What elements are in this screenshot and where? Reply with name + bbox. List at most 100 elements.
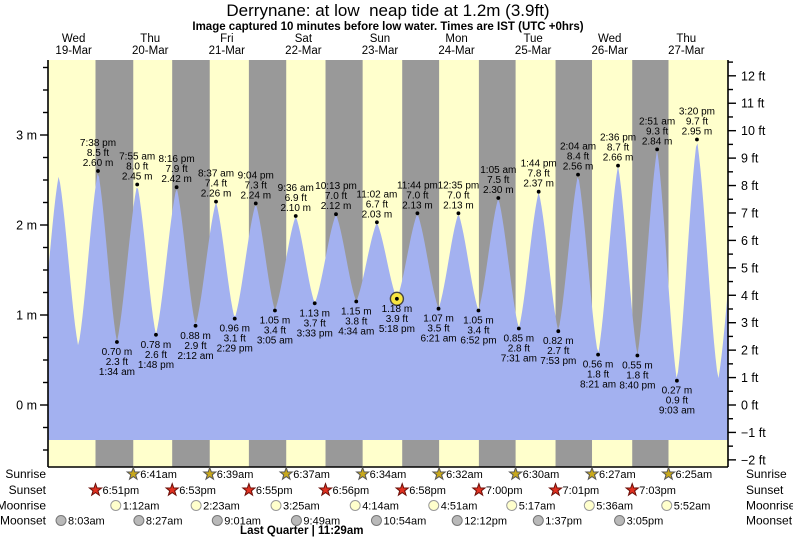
sunrise-star-icon bbox=[202, 466, 218, 481]
sunset-star-icon bbox=[471, 482, 487, 497]
tide-annotations: 7:38 pm8.5 ft2.60 m 0.70 m2.3 ft1:34 am 7:… bbox=[80, 107, 715, 417]
day-date-label: 19-Mar bbox=[55, 45, 92, 57]
astro-row-label-right: Moonrise bbox=[746, 499, 793, 513]
day-name-label: Wed bbox=[62, 33, 85, 45]
high-tide-annotation: 11:44 pm bbox=[397, 180, 438, 191]
low-tide-annotation: 1.07 m bbox=[423, 314, 454, 325]
moonrise-icon bbox=[110, 500, 122, 511]
sunset-star-icon bbox=[164, 482, 180, 497]
low-tide-annotation: 1:48 pm bbox=[138, 360, 174, 371]
sunrise-star-icon bbox=[508, 466, 524, 481]
high-tide-annotation: 9.3 ft bbox=[646, 126, 668, 137]
low-tide-annotation: 0.70 m bbox=[102, 347, 133, 358]
moonrise-icon bbox=[583, 500, 595, 511]
low-tide-annotation: 3:05 am bbox=[257, 336, 293, 347]
tide-extreme-dot bbox=[556, 329, 561, 334]
low-tide-annotation: 2.6 ft bbox=[145, 350, 167, 361]
right-axis-tick-label: 11 ft bbox=[741, 97, 765, 111]
tide-extreme-dot bbox=[214, 199, 218, 204]
high-tide-annotation: 7:55 am bbox=[119, 152, 155, 163]
high-tide-annotation: 2.24 m bbox=[240, 190, 271, 201]
low-tide-annotation: 0.55 m bbox=[622, 361, 653, 372]
right-axis-tick-label: 7 ft bbox=[741, 206, 759, 220]
tide-extreme-dot bbox=[253, 201, 258, 206]
moonset-time: 9:01am bbox=[224, 516, 261, 528]
sunset-star-icon bbox=[548, 482, 564, 497]
high-tide-annotation: 10:13 pm bbox=[315, 181, 357, 192]
high-tide-annotation: 2.66 m bbox=[603, 153, 634, 164]
right-axis-tick-label: 6 ft bbox=[741, 234, 759, 248]
moonset-icon bbox=[211, 515, 223, 526]
low-tide-annotation: 1.05 m bbox=[463, 316, 494, 327]
day-date-label: 21-Mar bbox=[209, 45, 246, 57]
low-tide-annotation: 3.8 ft bbox=[345, 317, 367, 328]
astro-row-label-left: Moonset bbox=[0, 514, 47, 528]
low-tide-annotation: 3.5 ft bbox=[427, 324, 449, 335]
high-tide-annotation: 2.13 m bbox=[443, 200, 474, 211]
moonrise-icon bbox=[661, 500, 673, 511]
tide-extreme-dot bbox=[135, 182, 140, 187]
tide-extreme-dot bbox=[374, 220, 379, 225]
moonrise-time: 2:23am bbox=[203, 501, 240, 513]
high-tide-annotation: 8.4 ft bbox=[567, 152, 589, 163]
low-tide-annotation: 0.9 ft bbox=[666, 396, 688, 407]
low-tide-annotation: 3.4 ft bbox=[264, 326, 286, 337]
high-tide-annotation: 7.0 ft bbox=[406, 190, 428, 201]
moonset-time: 12:12pm bbox=[464, 516, 507, 528]
sunset-time: 7:03pm bbox=[639, 485, 676, 497]
sunset-time: 6:55pm bbox=[256, 485, 293, 497]
tide-extreme-dot bbox=[174, 185, 179, 190]
high-tide-annotation: 7.4 ft bbox=[205, 179, 227, 190]
moonset-icon bbox=[532, 515, 544, 526]
high-tide-annotation: 2:51 am bbox=[639, 116, 675, 127]
low-tide-annotation: 1.05 m bbox=[260, 316, 291, 327]
astro-row-label-left: Sunset bbox=[9, 483, 47, 497]
low-tide-annotation: 1.13 m bbox=[299, 308, 330, 319]
high-tide-annotation: 2.13 m bbox=[402, 200, 433, 211]
low-tide-annotation: 3.1 ft bbox=[224, 334, 246, 345]
high-tide-annotation: 2.26 m bbox=[201, 189, 232, 200]
day-date-label: 26-Mar bbox=[592, 45, 629, 57]
high-tide-annotation: 8:16 pm bbox=[159, 154, 195, 165]
low-tide-annotation: 8:21 am bbox=[580, 380, 616, 391]
tide-extreme-dot bbox=[695, 137, 699, 142]
high-tide-annotation: 2.12 m bbox=[321, 201, 352, 212]
day-name-label: Thu bbox=[676, 33, 696, 45]
tide-extreme-dot bbox=[232, 316, 237, 321]
low-tide-annotation: 9:03 am bbox=[659, 406, 695, 417]
sunset-time: 6:53pm bbox=[179, 485, 216, 497]
sunset-star-icon bbox=[87, 482, 104, 497]
right-axis-tick-label: 2 ft bbox=[741, 344, 759, 358]
moonrise-time: 5:17am bbox=[519, 501, 556, 513]
high-tide-annotation: 7:38 pm bbox=[80, 138, 116, 149]
high-tide-annotation: 7.5 ft bbox=[487, 175, 509, 186]
low-tide-annotation: 0.96 m bbox=[219, 324, 250, 335]
low-tide-annotation: 2.9 ft bbox=[184, 341, 206, 352]
day-date-label: 22-Mar bbox=[285, 45, 322, 57]
low-tide-annotation: 1.18 m bbox=[382, 304, 413, 315]
day-name-label: Mon bbox=[445, 33, 467, 45]
left-axis-tick-label: 3 m bbox=[16, 129, 37, 143]
high-tide-annotation: 2.30 m bbox=[483, 185, 514, 196]
moonset-icon bbox=[451, 515, 463, 526]
tide-extreme-dot bbox=[536, 189, 541, 194]
high-tide-annotation: 2:04 am bbox=[560, 142, 596, 153]
low-tide-annotation: 5:18 pm bbox=[379, 324, 415, 335]
high-tide-annotation: 9:36 am bbox=[278, 183, 314, 194]
tide-extreme-dot bbox=[96, 169, 100, 173]
tide-extreme-dot bbox=[193, 323, 198, 328]
high-tide-annotation: 2:36 pm bbox=[600, 133, 636, 144]
high-tide-annotation: 2.03 m bbox=[362, 209, 393, 220]
day-name-label: Sat bbox=[295, 33, 313, 45]
sunset-star-icon bbox=[317, 482, 334, 497]
left-axis-tick-label: 0 m bbox=[16, 399, 37, 413]
sunrise-time: 6:30am bbox=[523, 469, 560, 481]
sunrise-time: 6:37am bbox=[293, 469, 330, 481]
sunrise-time: 6:25am bbox=[675, 469, 712, 481]
right-axis-tick-label: 4 ft bbox=[741, 289, 759, 303]
tide-extreme-dot bbox=[415, 211, 420, 216]
astro-row-label-left: Sunrise bbox=[5, 467, 46, 481]
